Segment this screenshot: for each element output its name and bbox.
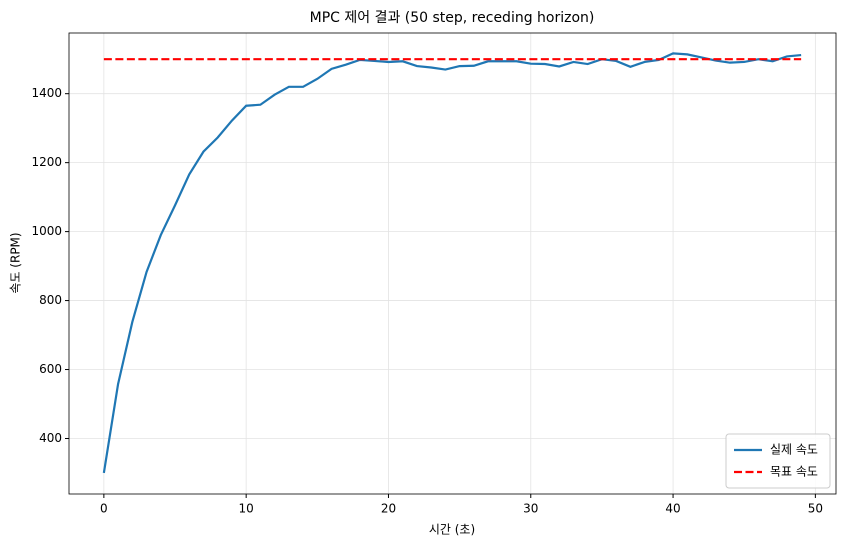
x-tick-label: 10 — [239, 502, 254, 516]
plot-frame — [68, 32, 837, 495]
x-tick-label: 0 — [100, 502, 108, 516]
x-tick-label: 50 — [808, 502, 823, 516]
x-tick-label: 40 — [665, 502, 680, 516]
y-tick-label: 1200 — [31, 155, 62, 169]
y-tick-label: 600 — [39, 362, 62, 376]
y-tick-label: 1000 — [31, 224, 62, 238]
y-tick-label: 800 — [39, 293, 62, 307]
chart-title: MPC 제어 결과 (50 step, receding horizon) — [310, 10, 595, 26]
x-tick-label: 30 — [523, 502, 538, 516]
legend-box — [725, 433, 831, 489]
y-tick-label: 1400 — [31, 86, 62, 100]
legend-label: 실제 속도 — [770, 443, 818, 457]
y-tick-label: 400 — [39, 431, 62, 445]
x-axis-label: 시간 (초) — [429, 523, 475, 537]
data-line — [102, 52, 802, 474]
x-tick-label: 20 — [381, 502, 396, 516]
legend-label: 목표 속도 — [770, 465, 818, 479]
y-axis-label: 속도 (RPM) — [9, 232, 23, 293]
